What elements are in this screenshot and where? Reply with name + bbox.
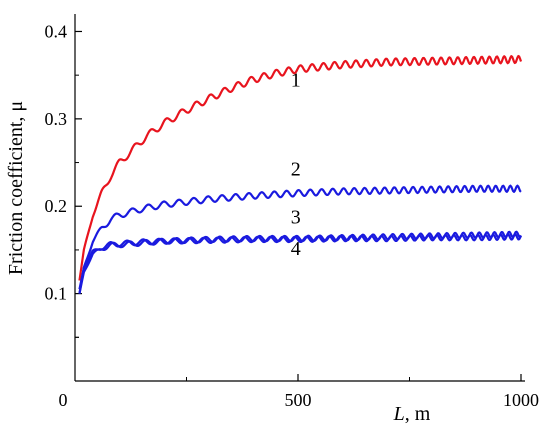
series-label-4: 4: [291, 238, 301, 260]
origin-label: 0: [59, 390, 68, 410]
x-tick-label-0: 500: [285, 390, 312, 410]
y-tick-label-3: 0.4: [45, 21, 68, 41]
y-tick-label-1: 0.2: [45, 196, 68, 216]
series-line-2: [78, 184, 522, 294]
x-axis-label-var: L: [393, 403, 405, 425]
y-tick-label-0: 0.1: [45, 284, 68, 304]
y-axis-label: Friction coefficient, μ: [5, 101, 27, 275]
curve-labels: 1 2 3 4: [291, 70, 301, 261]
x-ticks: 500 1000: [186, 374, 539, 410]
series-label-2: 2: [291, 159, 301, 181]
curves: [78, 54, 523, 294]
y-tick-label-2: 0.3: [45, 109, 68, 129]
series-label-3: 3: [291, 207, 301, 229]
series-line-4: [78, 233, 523, 290]
x-axis-label-unit: , m: [405, 403, 431, 425]
series-line-1: [78, 54, 523, 281]
y-ticks: 0.1 0.2 0.3 0.4: [45, 21, 82, 338]
x-axis-label: L, m: [393, 403, 431, 425]
x-tick-label-1: 1000: [503, 390, 539, 410]
series-label-1: 1: [291, 70, 301, 92]
